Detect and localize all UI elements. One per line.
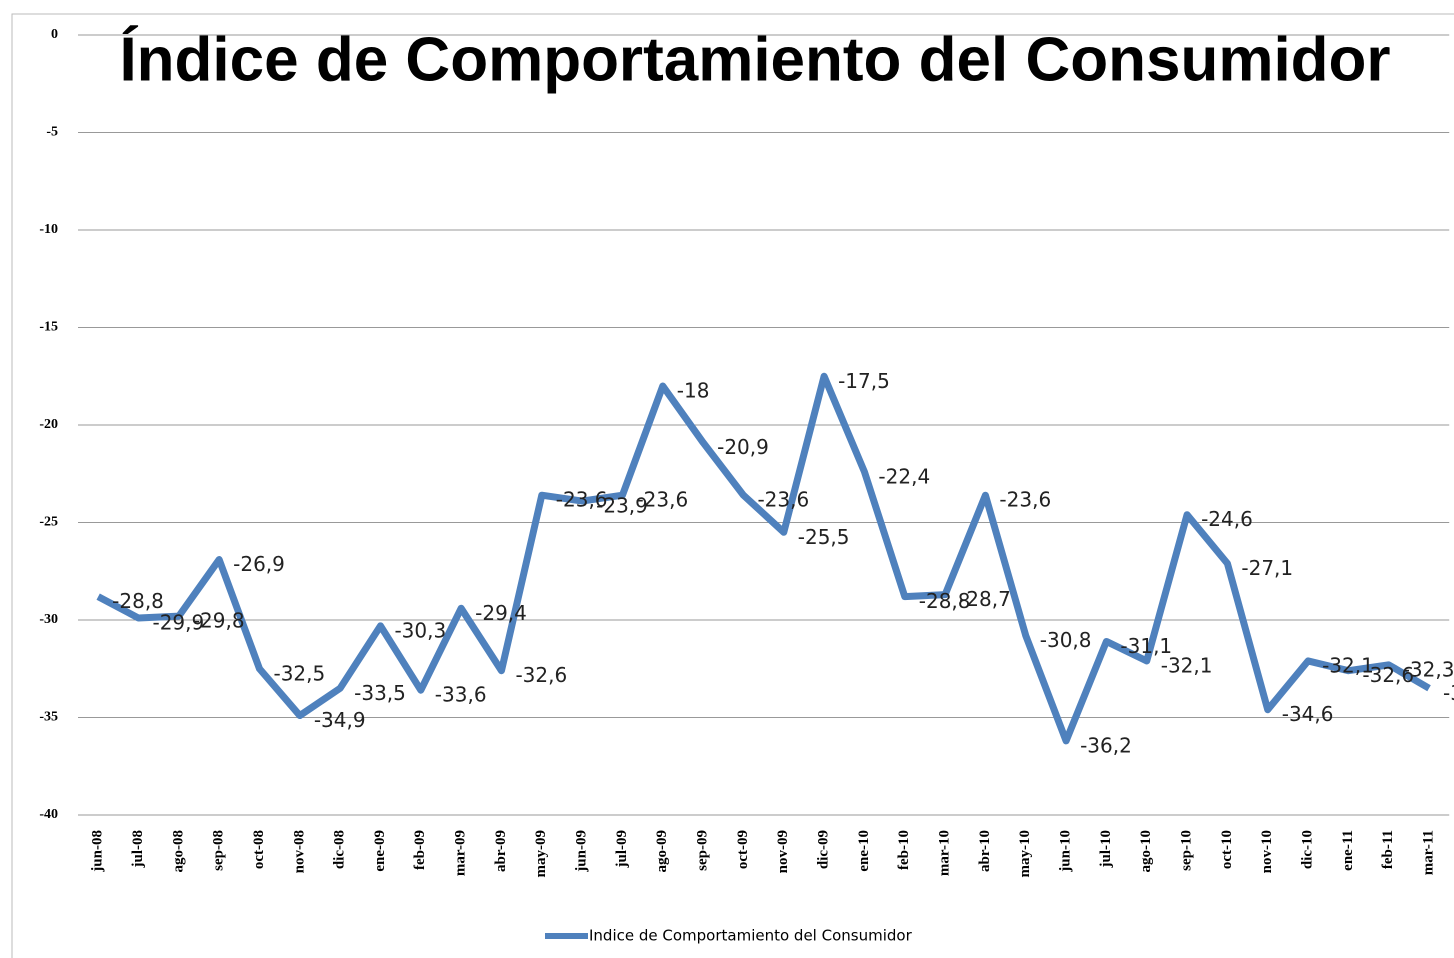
data-label: -23,6 [556, 488, 608, 512]
y-tick-label: -30 [39, 612, 58, 627]
data-label: -32,6 [1362, 663, 1414, 687]
x-tick-label: may-09 [533, 830, 549, 878]
x-tick-label: ene-09 [372, 830, 388, 872]
x-tick-label: abr-09 [493, 830, 509, 872]
data-label: -24,6 [1201, 507, 1253, 531]
legend-label: Indice de Comportamiento del Consumidor [589, 927, 913, 945]
data-label: -23,6 [999, 488, 1051, 512]
x-tick-label: oct-09 [735, 830, 751, 869]
x-tick-label: oct-08 [251, 830, 267, 869]
data-label: -31,1 [1120, 634, 1172, 658]
data-label: -25,5 [798, 525, 850, 549]
x-tick-label: dic-09 [816, 830, 832, 869]
x-tick-label: ago-10 [1138, 830, 1154, 873]
x-tick-label: mar-11 [1420, 830, 1436, 875]
data-label: -32,3 [1403, 657, 1454, 681]
series-line [96, 372, 1431, 745]
chart-border [11, 13, 1454, 958]
data-label: -28,7 [959, 587, 1011, 611]
data-label: -36,2 [1080, 733, 1132, 757]
x-tick-label: may-10 [1017, 830, 1033, 878]
y-tick-label: -35 [39, 710, 58, 725]
data-label: -33,6 [435, 683, 487, 707]
chart-title: Índice de Comportamiento del Consumidor [119, 25, 1390, 94]
data-label: -27,1 [1241, 556, 1293, 580]
x-tick-label: sep-09 [695, 830, 711, 871]
data-label: -32,1 [1322, 653, 1374, 677]
data-label: -32,6 [515, 663, 567, 687]
data-label: -23,9 [596, 494, 648, 518]
data-label: -22,4 [878, 464, 930, 488]
data-label: -34,6 [1282, 702, 1334, 726]
data-label: -29,8 [193, 609, 245, 633]
x-tick-label: nov-09 [775, 830, 791, 873]
x-tick-label: nov-08 [291, 830, 307, 873]
x-tick-label: feb-11 [1380, 830, 1396, 869]
x-tick-label: ago-09 [654, 830, 670, 873]
x-tick-label: sep-10 [1179, 830, 1195, 871]
x-tick-label: mar-10 [937, 830, 953, 876]
data-label: -17,5 [838, 369, 890, 393]
data-label: -23,6 [757, 488, 809, 512]
data-label: -29,4 [475, 601, 527, 625]
x-tick-label: dic-10 [1300, 830, 1316, 869]
data-label: -32,1 [1161, 653, 1213, 677]
x-tick-label: ene-11 [1340, 830, 1356, 871]
data-label: -18 [677, 379, 710, 403]
data-label: -28,8 [112, 589, 164, 613]
data-label: -30,3 [394, 618, 446, 642]
x-tick-label: nov-10 [1259, 830, 1275, 873]
data-label: -29,9 [152, 611, 204, 635]
x-tick-label: jun-10 [1058, 830, 1074, 873]
x-tick-label: jun-09 [574, 830, 590, 873]
y-tick-label: -15 [39, 320, 58, 335]
y-tick-label: -20 [39, 417, 58, 432]
x-tick-label: dic-08 [332, 830, 348, 869]
x-tick-label: feb-09 [412, 830, 428, 870]
x-tick-label: abr-10 [977, 830, 993, 872]
y-tick-label: -5 [46, 125, 58, 140]
y-tick-label: 0 [51, 27, 58, 42]
y-tick-label: -40 [39, 807, 58, 822]
x-tick-label: jul-10 [1098, 830, 1114, 869]
y-tick-label: -25 [39, 515, 58, 530]
data-label: -26,9 [233, 552, 285, 576]
x-tick-label: ago-08 [170, 830, 186, 873]
x-tick-label: feb-10 [896, 830, 912, 870]
x-tick-label: oct-10 [1219, 830, 1235, 869]
x-tick-label: jun-08 [90, 830, 106, 873]
data-label: -32,5 [273, 661, 325, 685]
x-tick-label: ene-10 [856, 830, 872, 872]
x-tick-label: jul-08 [130, 830, 146, 869]
data-label: -30,8 [1040, 628, 1092, 652]
data-label: -33,5 [354, 681, 406, 705]
data-label: -28,8 [919, 589, 971, 613]
data-label: -33,5 [1443, 681, 1454, 705]
data-label: -34,9 [314, 708, 366, 732]
x-tick-label: jul-09 [614, 830, 630, 869]
x-tick-label: sep-08 [211, 830, 227, 871]
x-tick-label: mar-09 [453, 830, 469, 876]
data-label: -20,9 [717, 435, 769, 459]
data-label: -23,6 [636, 488, 688, 512]
y-tick-label: -10 [39, 222, 58, 237]
